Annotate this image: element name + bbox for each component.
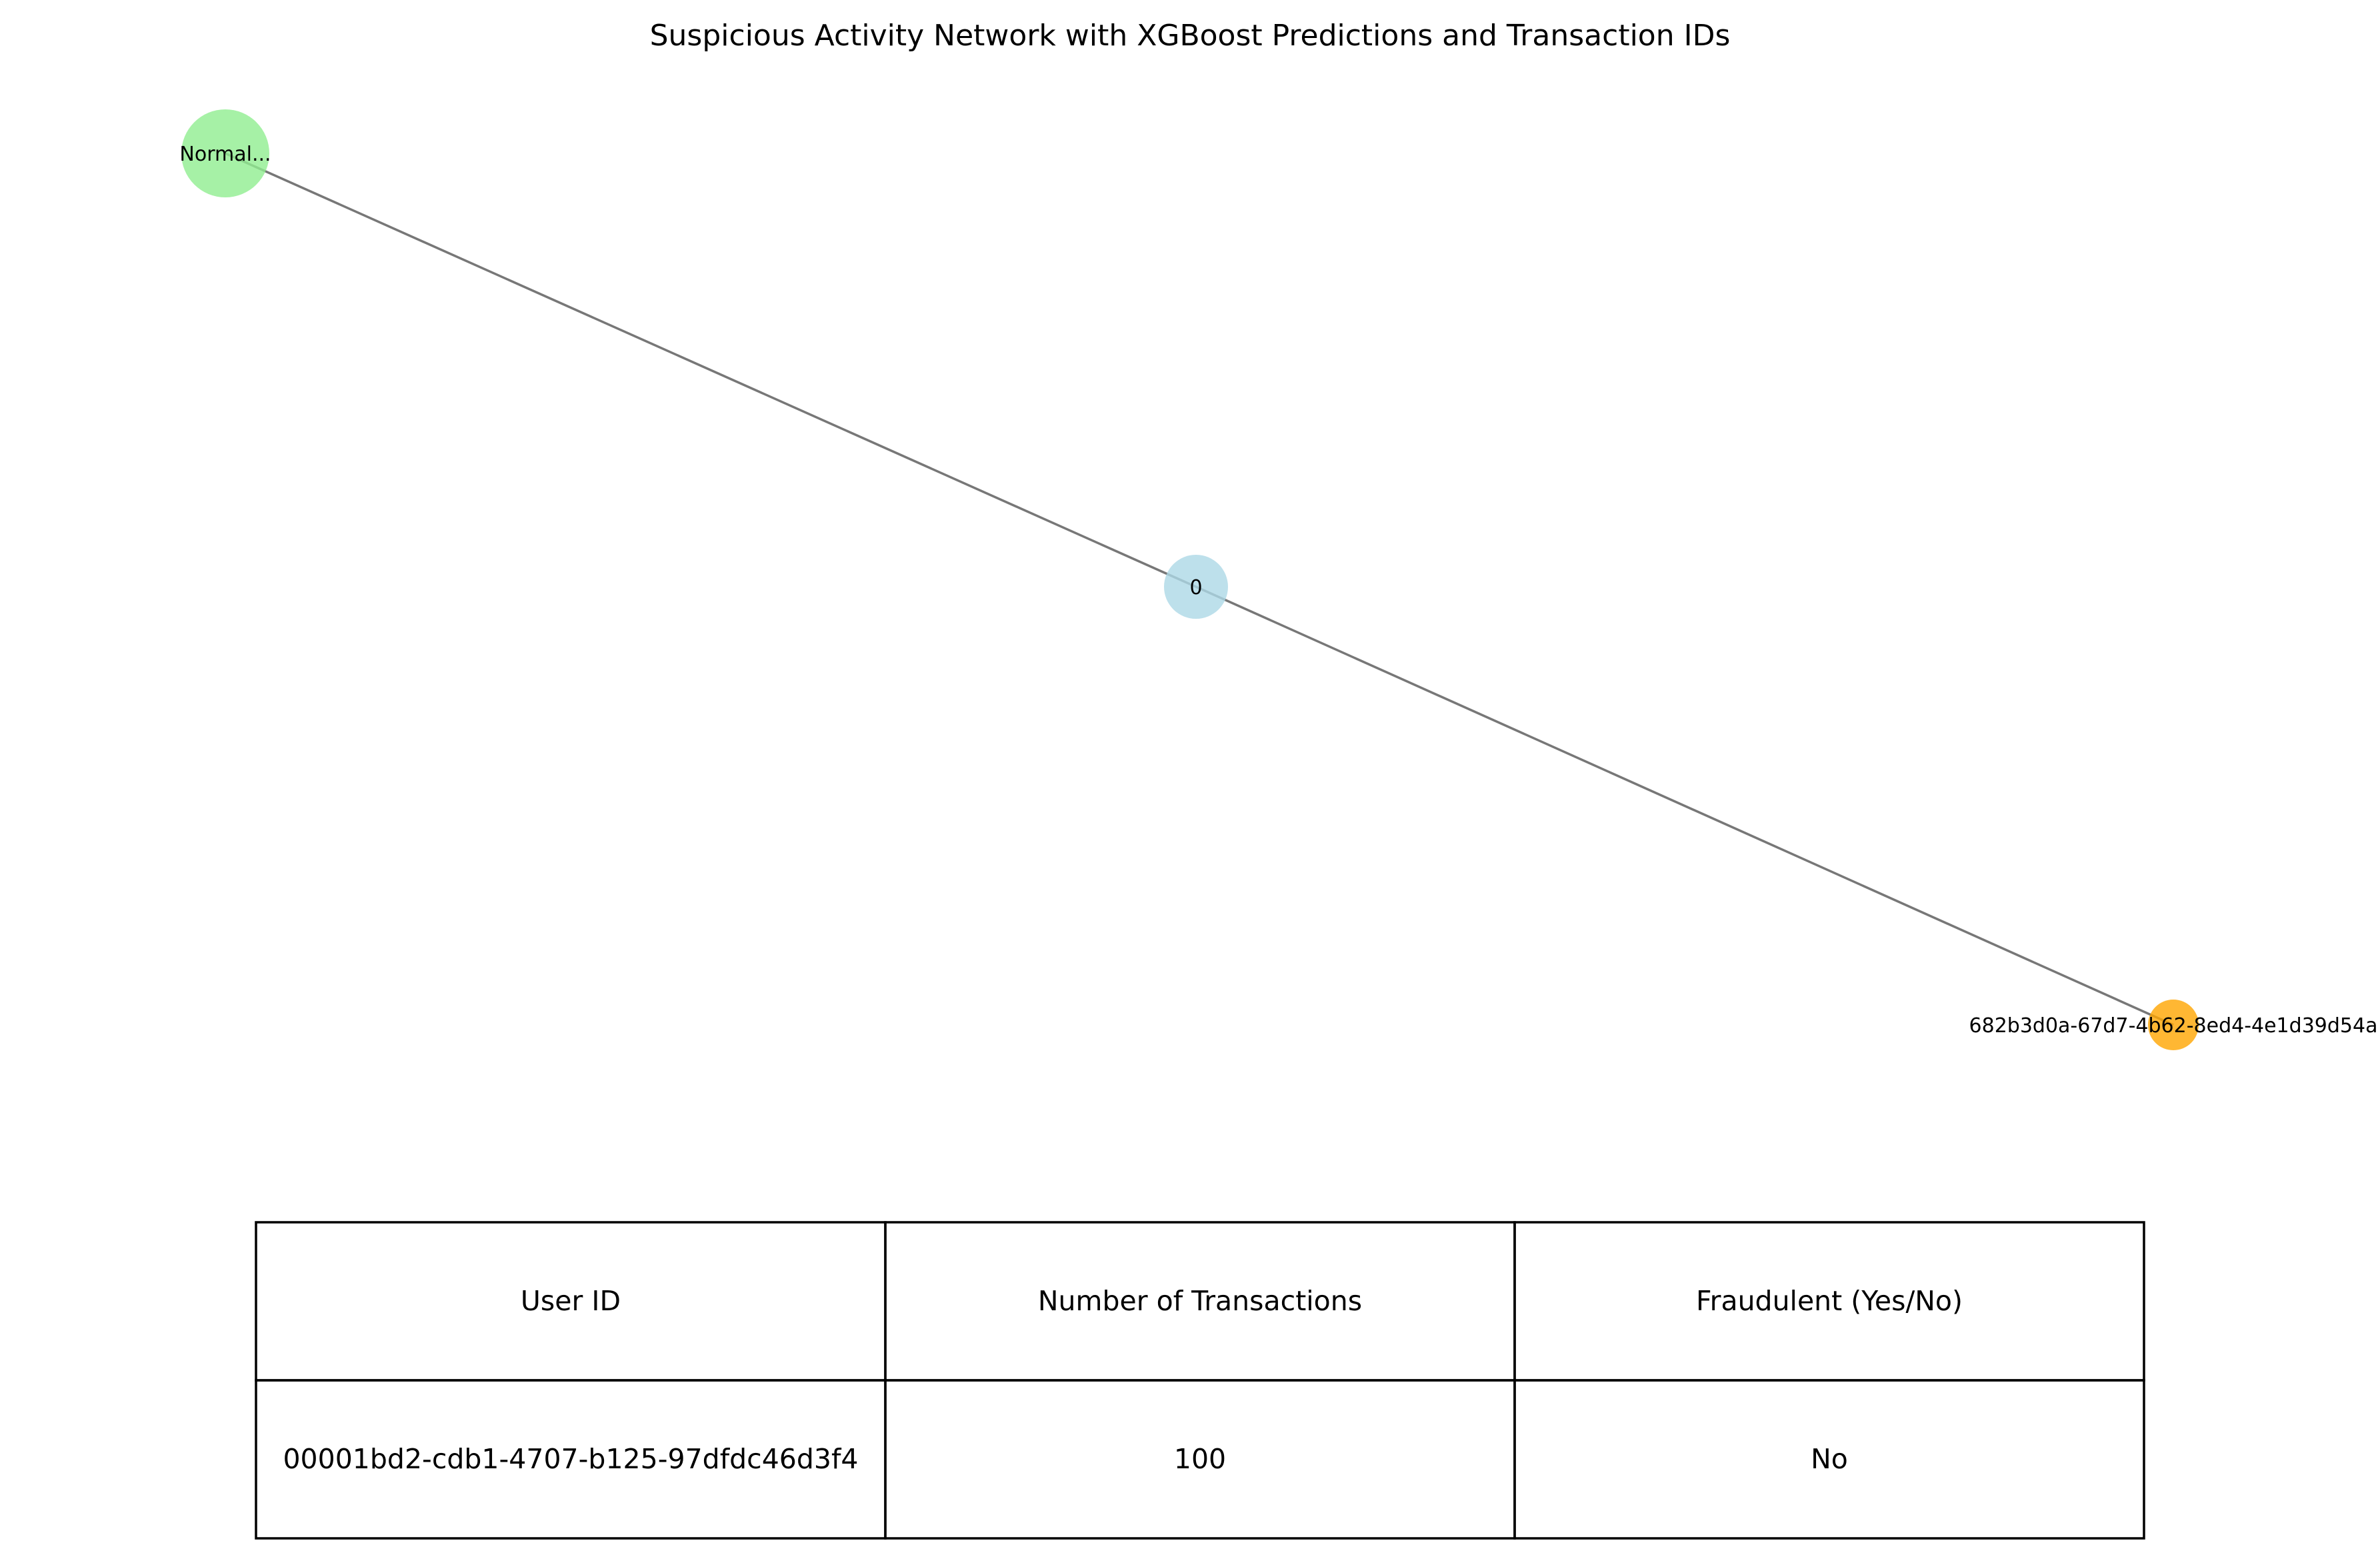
node-label-user: 0 (1189, 576, 1202, 599)
table-value-number-of-transactions: 100 (1174, 1443, 1226, 1475)
figure-title: Suspicious Activity Network with XGBoost… (650, 19, 1731, 53)
node-labels-group: Normal... 0 682b3d0a-67d7-4b62-8ed4-4e1d… (179, 143, 2377, 1038)
node-label-transaction: 682b3d0a-67d7-4b62-8ed4-4e1d39d54a (1969, 1014, 2378, 1038)
node-prediction-normal (181, 109, 269, 197)
node-label-normal: Normal... (179, 143, 271, 166)
edge-normal-to-user (225, 152, 1197, 588)
edge-user-to-transaction (1195, 585, 2174, 1026)
table-header-fraudulent: Fraudulent (Yes/No) (1696, 1285, 1963, 1317)
table-text: User ID Number of Transactions Fraudulen… (283, 1285, 1963, 1475)
table-header-user-id: User ID (521, 1285, 621, 1317)
table-value-fraudulent: No (1811, 1443, 1848, 1475)
edges-group (225, 152, 2174, 1026)
node-transaction (2148, 1000, 2199, 1050)
summary-table (255, 1221, 2145, 1540)
node-user (1164, 555, 1228, 619)
table-value-user-id: 00001bd2-cdb1-4707-b125-97dfdc46d3f4 (283, 1443, 858, 1475)
table-cell-fraudulent (1513, 1379, 2145, 1540)
table-header-number-of-transactions: Number of Transactions (1038, 1285, 1362, 1317)
nodes-group (181, 109, 2199, 1050)
